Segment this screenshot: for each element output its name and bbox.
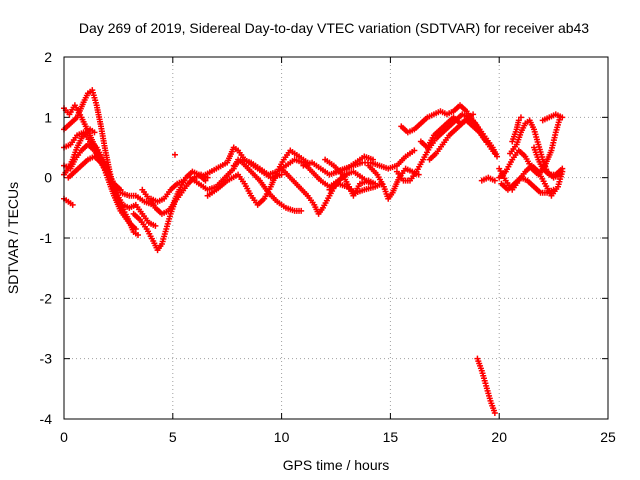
data-point — [491, 177, 498, 184]
data-point — [69, 201, 76, 208]
chart-title: Day 269 of 2019, Sidereal Day-to-day VTE… — [79, 20, 589, 36]
series-track — [426, 111, 477, 163]
series-track — [531, 144, 566, 178]
data-point — [491, 409, 498, 416]
series-track — [496, 114, 564, 181]
y-tick-label: -1 — [40, 230, 53, 246]
x-tick-label: 5 — [169, 429, 177, 445]
series-track — [539, 111, 566, 124]
series-track — [478, 174, 498, 184]
x-tick-label: 25 — [600, 429, 616, 445]
data-point — [91, 129, 98, 136]
axis-tick-labels: 0 5 10 15 20 25 -4 -3 -2 -1 0 1 2 — [40, 49, 616, 445]
y-tick-label: 0 — [44, 170, 52, 186]
series-track — [333, 147, 418, 175]
data-point — [483, 138, 490, 145]
y-tick-label: 2 — [44, 49, 52, 65]
data-point — [559, 165, 566, 172]
series-track — [509, 114, 524, 145]
data-points — [61, 87, 566, 416]
data-point — [134, 231, 141, 238]
data-point — [494, 153, 501, 160]
y-tick-label: -3 — [40, 351, 53, 367]
x-tick-label: 20 — [491, 429, 507, 445]
series-track — [498, 174, 557, 196]
y-tick-label: -2 — [40, 290, 53, 306]
series-track — [474, 355, 498, 416]
series-track — [278, 165, 374, 217]
x-tick-label: 0 — [60, 429, 68, 445]
plot-frame — [63, 56, 609, 420]
data-point — [180, 177, 187, 184]
data-point — [415, 171, 422, 178]
x-tick-label: 15 — [383, 429, 399, 445]
data-point — [515, 117, 522, 124]
x-tick-label: 10 — [274, 429, 290, 445]
series-track — [148, 177, 187, 205]
data-point — [298, 207, 305, 214]
data-point — [411, 147, 418, 154]
data-point — [171, 151, 178, 158]
series-track — [171, 151, 178, 158]
data-point — [202, 177, 209, 184]
y-axis-label: SDTVAR / TECUs — [5, 182, 21, 294]
data-point — [117, 186, 124, 193]
y-tick-label: -4 — [40, 411, 53, 427]
series-track — [65, 153, 124, 193]
data-point — [550, 186, 557, 193]
data-point — [559, 114, 566, 121]
data-point — [470, 111, 477, 118]
y-tick-label: 1 — [44, 109, 52, 125]
x-axis-label: GPS time / hours — [283, 457, 390, 473]
data-point — [278, 171, 285, 178]
series-track — [326, 180, 385, 196]
series-track — [322, 156, 379, 199]
data-point — [517, 114, 524, 121]
series-track — [61, 126, 98, 178]
data-point — [152, 222, 159, 229]
grid-lines — [64, 57, 608, 419]
